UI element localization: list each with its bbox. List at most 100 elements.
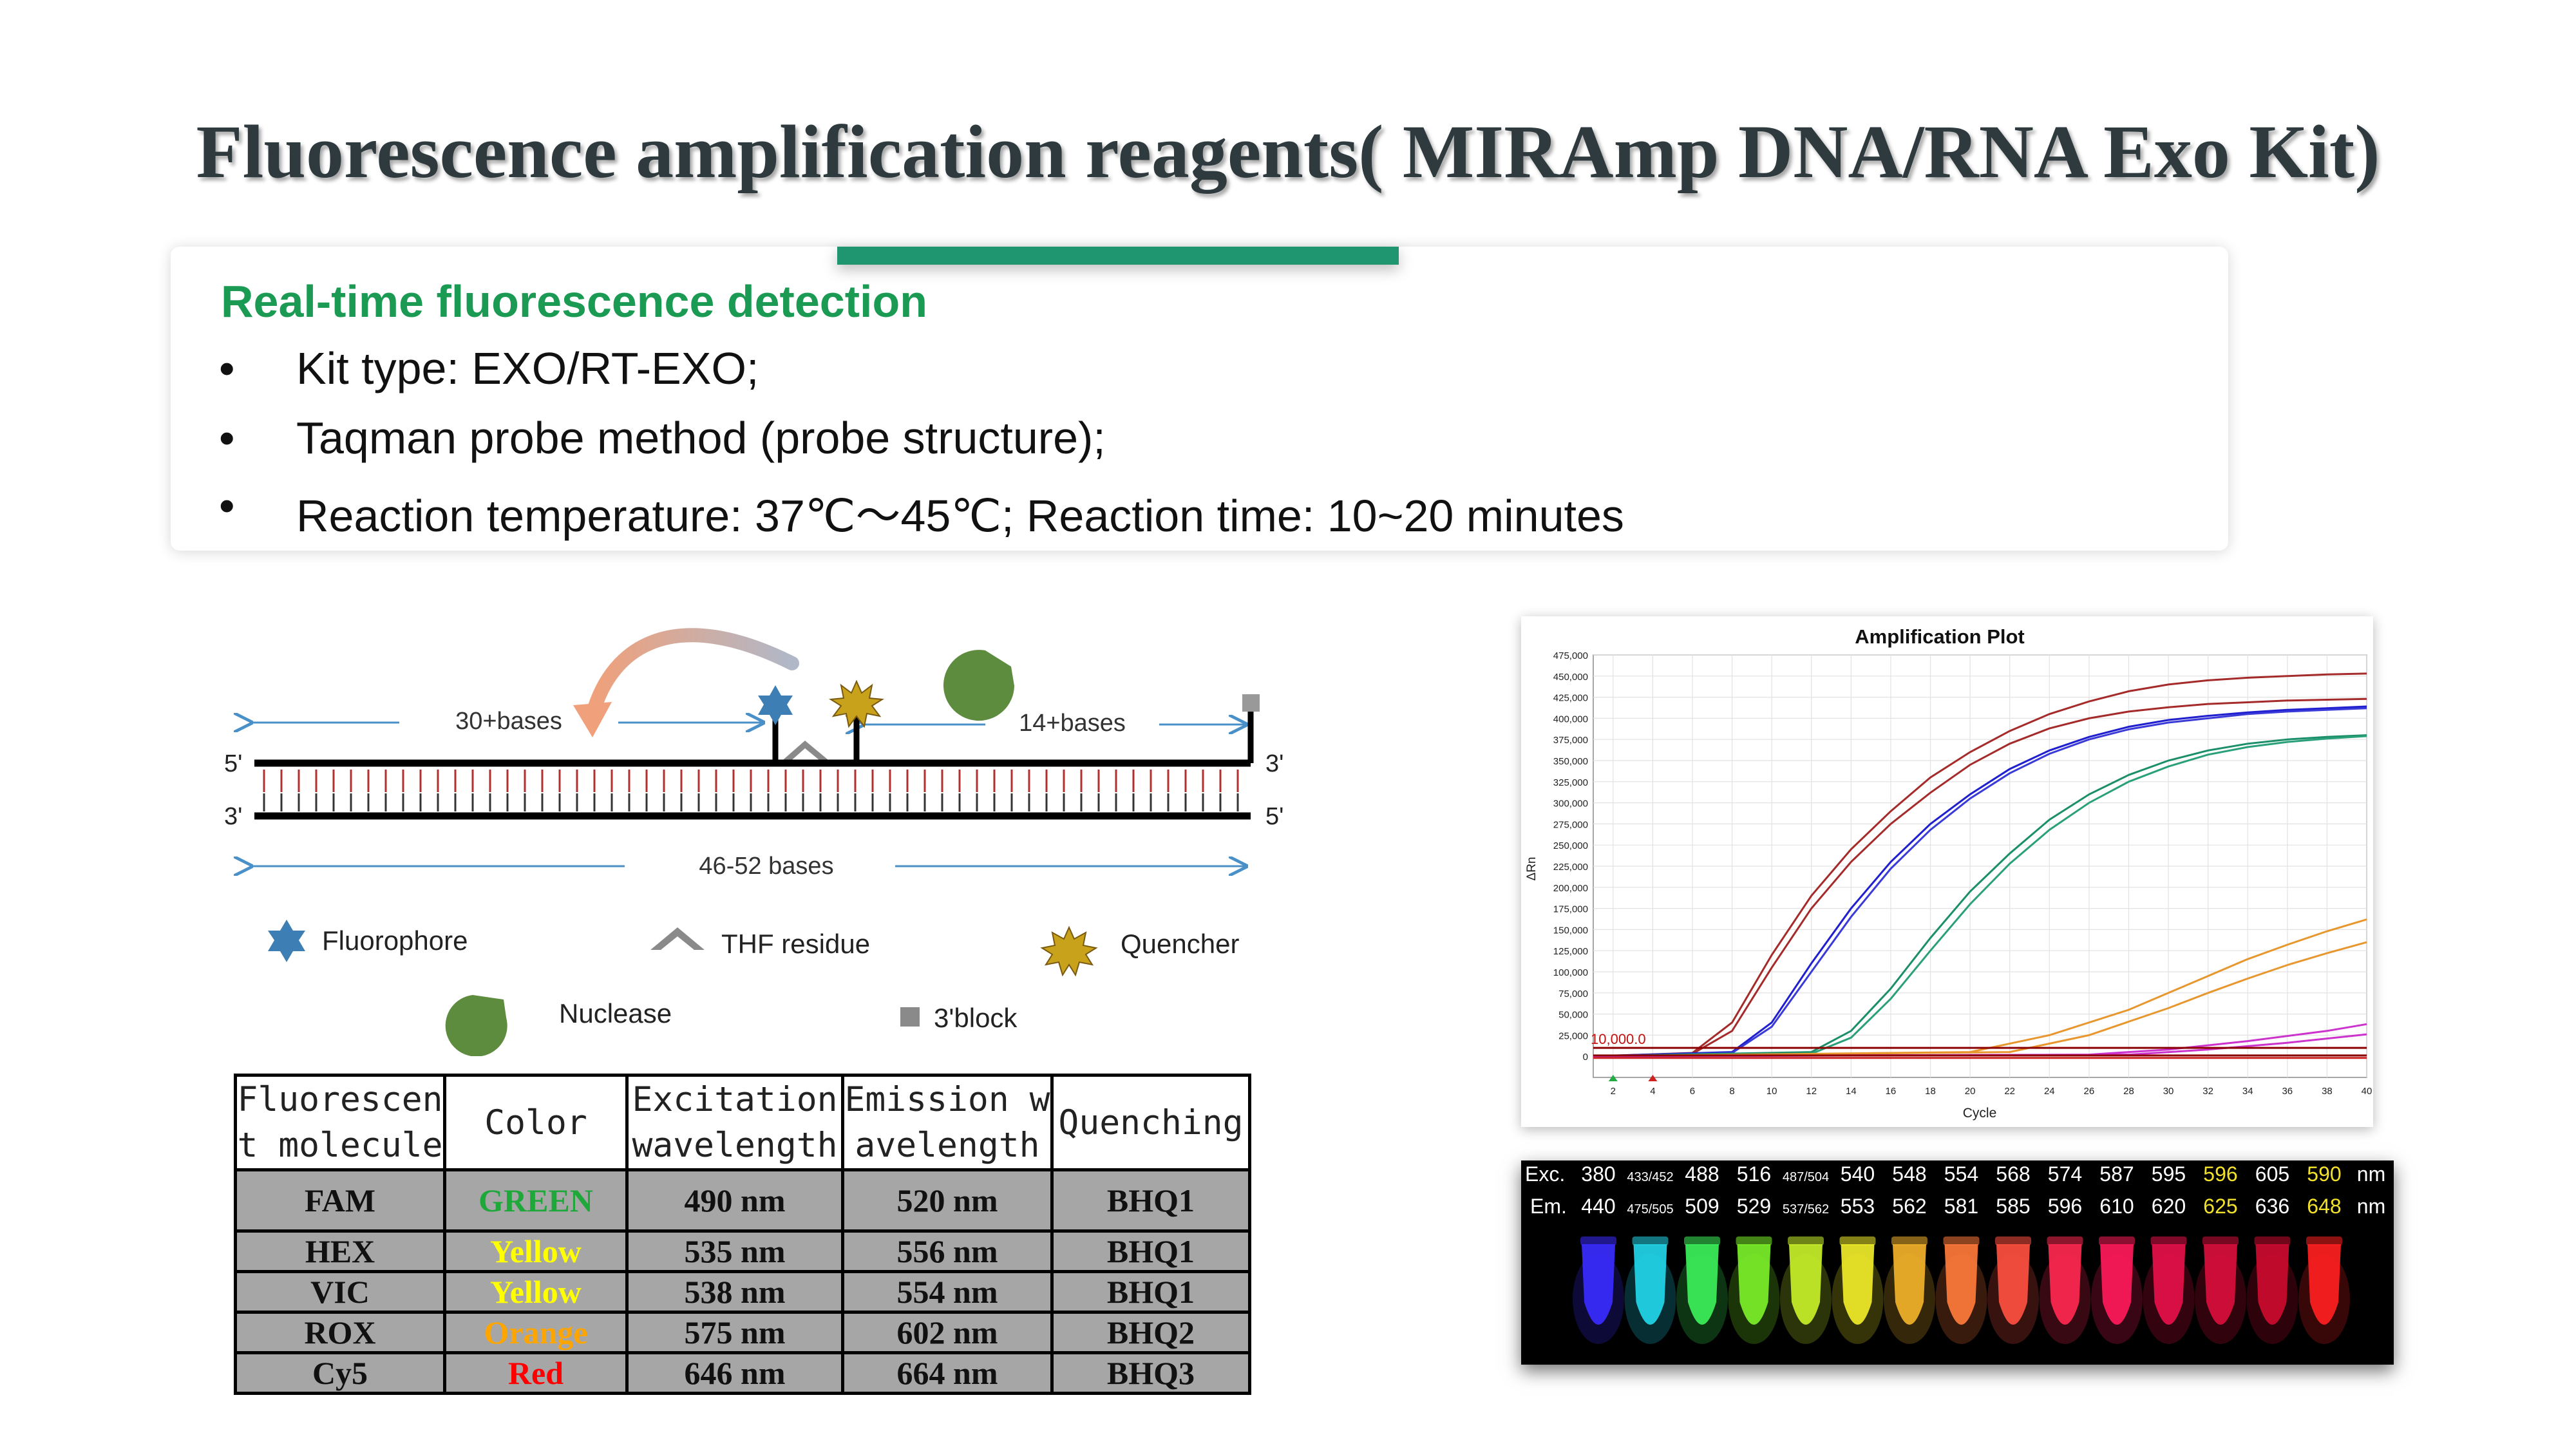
tube-cap	[2202, 1236, 2239, 1245]
probe-structure-diagram: 30+bases 14+bases 5' 3' 3' 5' 46-52 base…	[224, 628, 1283, 1056]
amplification-plot-panel: Amplification Plot ΔRn Cycle 0 25,000 50,0…	[1521, 616, 2373, 1127]
em-unit: nm	[2357, 1195, 2385, 1218]
y-tick-label: 400,000	[1553, 714, 1588, 724]
legend-thf-icon	[650, 927, 705, 950]
tube	[1893, 1244, 1926, 1325]
legend-quencher-icon	[1040, 925, 1098, 977]
quencher-icon	[828, 679, 885, 728]
tube	[1944, 1244, 1978, 1325]
em-wavelength: 475/505	[1627, 1202, 1673, 1217]
exc-wavelength: 587	[2099, 1162, 2134, 1186]
cell-quencher: BHQ1	[1050, 1168, 1251, 1233]
y-tick-label: 200,000	[1553, 883, 1588, 894]
exc-wavelength: 568	[1996, 1162, 2030, 1186]
exc-wavelength: 605	[2255, 1162, 2289, 1186]
legend-block-icon	[900, 1007, 920, 1027]
y-tick-label: 475,000	[1553, 650, 1588, 661]
detection-heading: Real-time fluorescence detection	[221, 276, 927, 327]
x-axis-label: Cycle	[1963, 1106, 1997, 1121]
threshold-label: 10,000.0	[1591, 1031, 1646, 1047]
series-line	[1593, 672, 2367, 1057]
x-tick-label: 22	[2004, 1086, 2015, 1097]
series-line	[1593, 734, 2367, 1057]
tube-cap	[1580, 1236, 1616, 1245]
tube	[1737, 1244, 1771, 1325]
cell-molecule: VIC	[234, 1270, 446, 1314]
exc-wavelength: 488	[1685, 1162, 1719, 1186]
exc-wavelength: 487/504	[1783, 1170, 1829, 1184]
x-tick-label: 10	[1766, 1086, 1777, 1097]
x-tick-label: 4	[1650, 1086, 1655, 1097]
label-14-bases: 14+bases	[1019, 710, 1126, 737]
legend-block: 3'block	[934, 1003, 1018, 1033]
baseline-start-marker	[1608, 1075, 1618, 1081]
bullet-dot: •	[219, 343, 235, 393]
em-wavelength: 648	[2307, 1195, 2341, 1218]
bullet-text: Taqman probe method (probe structure);	[296, 413, 1106, 463]
tube	[1582, 1244, 1615, 1325]
em-wavelength: 585	[1996, 1195, 2030, 1218]
cell-color: Yellow	[443, 1270, 629, 1314]
legend-nuclease-icon	[445, 995, 507, 1056]
chart-title: Amplification Plot	[1855, 625, 2025, 648]
series-line	[1593, 707, 2367, 1057]
x-tick-label: 20	[1965, 1086, 1976, 1097]
header-emission: Emission w avelength	[841, 1074, 1054, 1171]
tube	[1789, 1244, 1823, 1325]
cell-emission: 556 nm	[841, 1229, 1054, 1273]
tube-cap	[1891, 1236, 1927, 1245]
x-tick-label: 40	[2362, 1086, 2372, 1097]
tube-cap	[1839, 1236, 1876, 1245]
chart-ticks: 0 25,000 50,000 75,000 100,000 125,000 150,000…	[1553, 650, 2372, 1097]
cell-molecule: ROX	[234, 1311, 446, 1354]
series-line	[1593, 705, 2367, 1057]
em-prefix: Em.	[1530, 1195, 1567, 1218]
end-5-bottom: 5'	[1265, 803, 1283, 830]
y-tick-label: 25,000	[1558, 1030, 1588, 1041]
x-tick-label: 18	[1925, 1086, 1936, 1097]
exc-wavelength: 540	[1841, 1162, 1875, 1186]
legend-quencher: Quencher	[1121, 929, 1239, 959]
end-3-bottom: 3'	[224, 803, 242, 830]
tube-row	[1573, 1236, 2350, 1344]
tube-cap	[2150, 1236, 2187, 1245]
baseline-end-marker	[1648, 1075, 1658, 1081]
bullet-dot: •	[219, 480, 235, 531]
tube-cap	[1788, 1236, 1824, 1245]
exc-wavelength: 548	[1892, 1162, 1926, 1186]
table-row: VIC Yellow 538 nm 554 nm BHQ1	[234, 1270, 1251, 1314]
label-30-bases: 30+bases	[455, 708, 562, 735]
tube-cap	[1736, 1236, 1772, 1245]
tube	[2100, 1244, 2134, 1325]
tube	[2255, 1244, 2289, 1325]
em-wavelength: 636	[2255, 1195, 2289, 1218]
x-tick-label: 12	[1806, 1086, 1817, 1097]
exc-wavelength: 595	[2152, 1162, 2186, 1186]
header-quenching: Quenching	[1050, 1074, 1251, 1171]
cell-emission: 602 nm	[841, 1311, 1054, 1354]
x-tick-label: 2	[1611, 1086, 1616, 1097]
em-wavelength: 440	[1581, 1195, 1615, 1218]
tube	[2307, 1244, 2341, 1325]
tube-cap	[2099, 1236, 2135, 1245]
table-header-row: Fluorescen t molecule Color Excitation wav…	[234, 1074, 1251, 1171]
cell-quencher: BHQ2	[1050, 1311, 1251, 1354]
em-wavelength: 509	[1685, 1195, 1719, 1218]
x-tick-label: 34	[2242, 1086, 2253, 1097]
y-tick-label: 50,000	[1558, 1010, 1588, 1021]
em-wavelength: 596	[2048, 1195, 2082, 1218]
tube	[1841, 1244, 1875, 1325]
y-axis-label: ΔRn	[1525, 857, 1539, 881]
y-tick-label: 175,000	[1553, 904, 1588, 915]
em-wavelength: 537/562	[1783, 1202, 1829, 1217]
y-tick-label: 425,000	[1553, 693, 1588, 704]
base-pair-rungs	[263, 770, 1239, 811]
series-line	[1593, 735, 2367, 1057]
cell-quencher: BHQ3	[1050, 1351, 1251, 1395]
x-tick-label: 30	[2163, 1086, 2174, 1097]
bullet-dot: •	[219, 413, 235, 463]
y-tick-label: 275,000	[1553, 819, 1588, 830]
em-wavelength: 625	[2203, 1195, 2237, 1218]
legend-nuclease: Nuclease	[559, 998, 672, 1028]
y-tick-label: 150,000	[1553, 925, 1588, 936]
